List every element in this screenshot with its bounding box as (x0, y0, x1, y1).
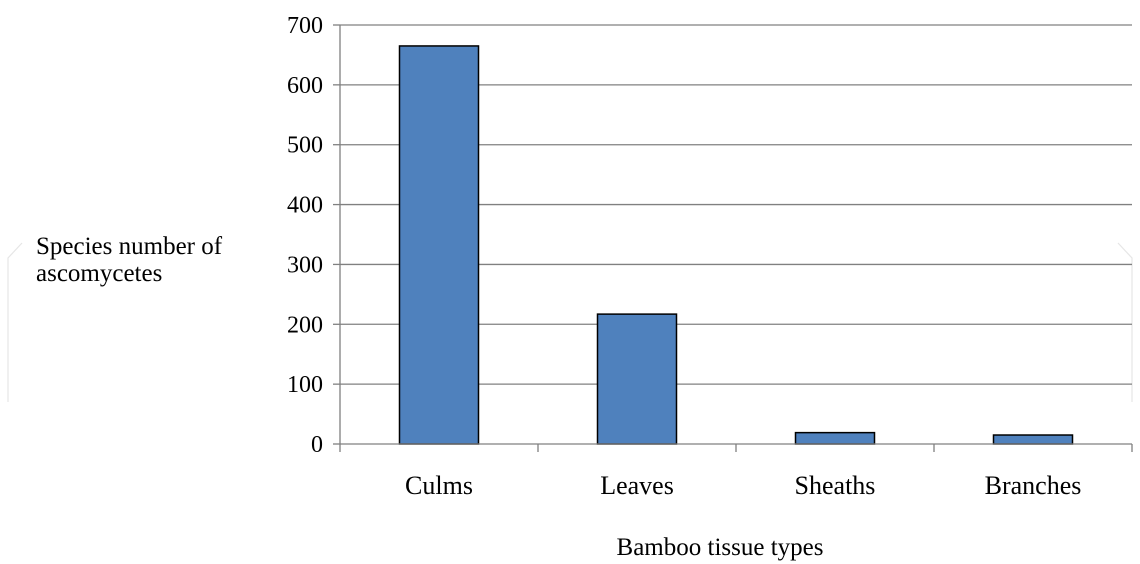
y-tick-label: 300 (287, 252, 323, 278)
y-tick-label: 700 (287, 13, 323, 39)
y-axis-title: Species number of ascomycetes (36, 233, 223, 287)
y-tick-label: 400 (287, 193, 323, 219)
y-tick-label: 100 (287, 372, 323, 398)
y-tick-label: 500 (287, 133, 323, 159)
y-axis-title-line-1: Species number of (36, 233, 223, 260)
bar-sheaths (794, 431, 876, 445)
x-tick-label: Branches (985, 471, 1082, 500)
y-tick-label: 600 (287, 73, 323, 99)
x-tick-label: Leaves (600, 471, 674, 500)
right-decor-line (1117, 242, 1133, 402)
bar-leaves (596, 313, 678, 445)
y-axis-title-line-2: ascomycetes (36, 260, 162, 287)
bar-culms (398, 45, 480, 445)
bar-branches (992, 434, 1074, 445)
y-tick-label: 0 (311, 432, 323, 458)
y-tick-label: 200 (287, 312, 323, 338)
x-tick-label: Sheaths (795, 471, 876, 500)
x-tick-label: Culms (405, 471, 473, 500)
y-tick-labels: 0 100 200 300 400 500 600 700 (287, 13, 323, 458)
x-tick-labels: Culms Leaves Sheaths Branches (405, 471, 1081, 500)
x-axis-title: Bamboo tissue types (617, 534, 824, 561)
left-decor-line (7, 242, 23, 402)
axes (333, 24, 1133, 452)
